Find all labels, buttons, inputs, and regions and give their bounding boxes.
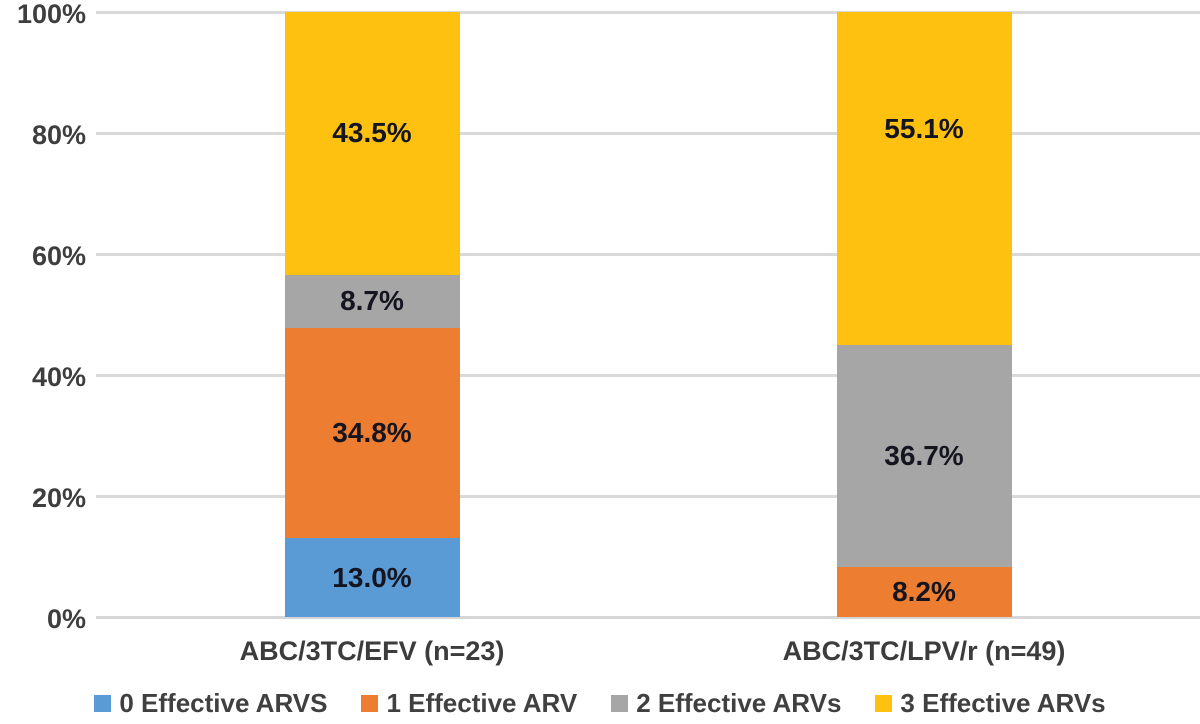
legend: 0 Effective ARVS 1 Effective ARV 2 Effecti… — [0, 687, 1200, 719]
legend-item: 2 Effective ARVs — [611, 687, 841, 719]
data-label: 43.5% — [332, 117, 412, 148]
bar-segment — [836, 12, 1012, 346]
plot-area: 13.0% 34.8% 8.7% 43.5% 8.2% 36.7% 55.1% — [96, 11, 1200, 619]
bar-segment — [284, 538, 460, 617]
category-label: ABC/3TC/EFV (n=23) — [239, 636, 505, 666]
data-label: 36.7% — [884, 440, 964, 472]
bar-segment — [836, 567, 1012, 617]
data-label: 55.1% — [884, 113, 964, 145]
legend-swatch-icon — [875, 694, 893, 712]
legend-item: 0 Effective ARVS — [94, 687, 327, 719]
legend-item: 3 Effective ARVs — [875, 687, 1106, 719]
y-tick-label: 100% — [16, 0, 86, 29]
legend-label: 2 Effective ARVs — [636, 688, 842, 718]
y-tick-label: 20% — [31, 483, 86, 513]
bar-segment — [284, 275, 460, 328]
bar-segment — [284, 327, 460, 539]
bar-1: 13.0% 34.8% 8.7% 43.5% — [284, 12, 460, 617]
y-tick-label: 40% — [31, 362, 86, 392]
gridline — [96, 11, 1200, 14]
bar-2: 8.2% 36.7% 55.1% — [836, 12, 1012, 617]
y-tick-label: 0% — [46, 604, 86, 634]
y-tick-label: 80% — [31, 120, 86, 150]
y-tick-label: 60% — [31, 241, 86, 271]
gridline — [96, 495, 1200, 498]
gridline — [96, 132, 1200, 135]
bar-segment — [284, 12, 460, 276]
gridline — [96, 616, 1200, 619]
bar-segment — [836, 345, 1012, 568]
data-label: 34.8% — [332, 417, 412, 449]
data-label: 8.2% — [892, 576, 956, 608]
data-label: 8.7% — [340, 285, 404, 317]
legend-swatch-icon — [361, 694, 379, 712]
category-label: ABC/3TC/LPV/r (n=49) — [782, 636, 1066, 666]
gridline — [96, 253, 1200, 256]
gridline — [96, 374, 1200, 377]
legend-label: 0 Effective ARVS — [119, 688, 328, 718]
legend-item: 1 Effective ARV — [361, 687, 577, 719]
legend-swatch-icon — [611, 694, 629, 712]
legend-label: 1 Effective ARV — [386, 688, 578, 718]
legend-label: 3 Effective ARVs — [900, 688, 1106, 718]
data-label: 13.0% — [332, 561, 412, 593]
legend-swatch-icon — [94, 694, 112, 712]
